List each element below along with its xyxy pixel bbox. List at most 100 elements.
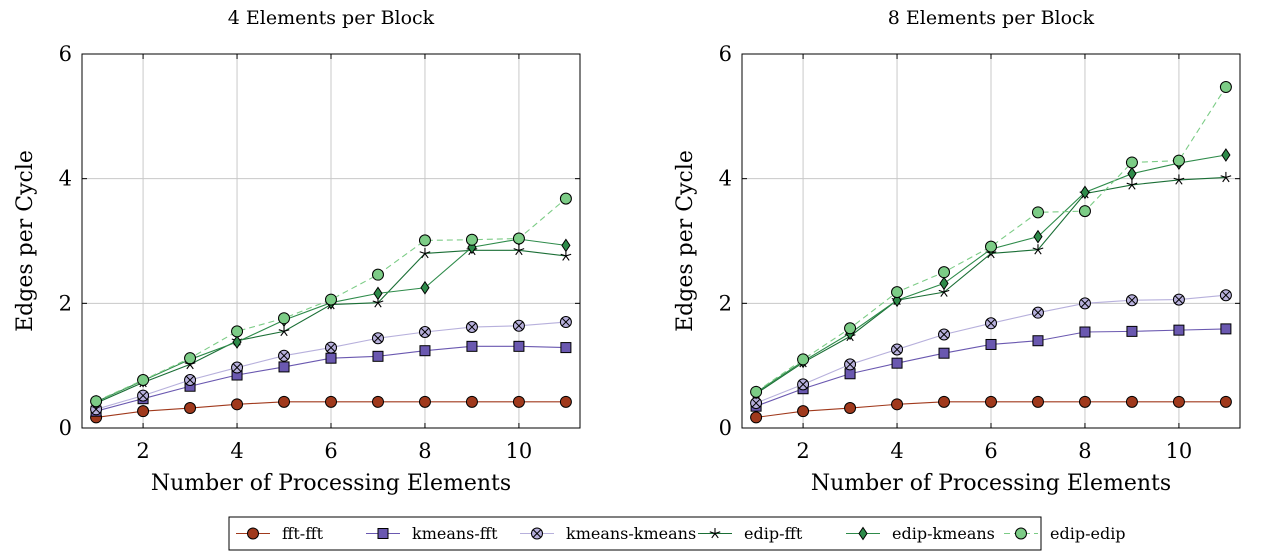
y-tick-label: 6 [719,42,732,66]
y-tick-label: 2 [719,291,732,315]
data-point-edip-edip [90,395,103,408]
data-point-kmeans-kmeans [418,326,431,339]
legend-marker-edip-edip [1015,527,1027,540]
data-point-edip-edip [137,374,150,387]
data-point-kmeans-kmeans [184,374,197,387]
data-point-fft-fft [1078,395,1091,408]
data-point-fft-fft [559,395,572,408]
legend-entry-fft-fft: fft-fft [236,524,324,543]
x-axis-label: Number of Processing Elements [811,471,1171,496]
legend-label-edip-edip: edip-edip [1050,524,1126,543]
data-point-fft-fft [418,395,431,408]
data-point-kmeans-kmeans [1031,306,1044,319]
y-axis-label: Edges per Cycle [673,150,698,332]
legend-marker-fft-fft [247,527,259,540]
data-point-kmeans-kmeans [137,389,150,402]
x-tick-label: 10 [1166,439,1193,463]
data-point-edip-edip [559,192,572,205]
data-point-kmeans-kmeans [371,332,384,345]
legend-marker-kmeans-kmeans [531,527,543,540]
x-tick-label: 8 [418,439,431,463]
legend-label-edip-fft: edip-fft [744,524,803,543]
data-point-edip-edip [465,233,478,246]
y-tick-label: 0 [719,416,732,440]
data-point-fft-fft [797,405,810,418]
x-tick-label: 2 [796,439,809,463]
data-point-edip-edip [844,322,857,335]
data-point-edip-edip [512,232,525,245]
data-point-edip-kmeans [1221,148,1231,162]
data-point-fft-fft [184,402,197,415]
data-point-fft-fft [891,398,904,411]
data-point-fft-fft [231,398,244,411]
data-point-edip-kmeans [373,286,383,301]
data-point-edip-edip [797,353,810,366]
series-line-edip-edip [95,198,567,402]
data-point-edip-kmeans [1127,166,1137,181]
data-point-kmeans-fft [1220,323,1232,335]
data-point-edip-edip [1031,206,1044,219]
chart-title: 8 Elements per Block [888,7,1095,29]
legend-entry-edip-kmeans: edip-kmeans [846,524,995,543]
data-point-kmeans-kmeans [985,317,997,330]
x-tick-label: 8 [1078,439,1091,463]
data-point-kmeans-kmeans [844,358,857,371]
legend-label-kmeans-fft: kmeans-fft [412,524,498,543]
x-axis-label: Number of Processing Elements [151,471,511,496]
data-point-edip-edip [891,286,904,299]
x-tick-label: 2 [136,439,149,463]
data-point-kmeans-fft [325,352,337,364]
data-point-kmeans-fft [891,357,903,369]
data-point-kmeans-fft [938,347,950,359]
y-axis-label: Edges per Cycle [13,150,38,332]
legend-label-kmeans-kmeans: kmeans-kmeans [566,524,696,543]
data-point-fft-fft [512,395,525,408]
data-point-edip-edip [1078,205,1091,218]
data-point-edip-edip [184,352,197,365]
data-point-kmeans-fft [1173,324,1185,336]
series-fft-fft [750,395,1232,424]
data-point-kmeans-fft [560,342,572,354]
data-point-kmeans-kmeans [1125,294,1138,307]
x-tick-label: 6 [324,439,337,463]
data-point-edip-fft [1173,174,1185,185]
series-line-edip-edip [755,86,1227,393]
data-point-edip-edip [371,268,384,281]
data-point-kmeans-fft [419,345,431,357]
data-point-kmeans-kmeans [1172,293,1185,306]
data-point-fft-fft [750,411,763,424]
data-point-kmeans-kmeans [938,328,951,341]
x-tick-label: 4 [890,439,903,463]
data-point-fft-fft [371,395,384,408]
chart-panel-2: 2 4 6 8 10 0 2 4 6 8 Elements per Block Number of … [673,7,1241,496]
data-point-kmeans-kmeans [559,316,572,329]
legend-label-fft-fft: fft-fft [282,524,324,543]
data-point-edip-edip [1125,156,1138,169]
y-tick-label: 4 [59,167,72,191]
data-point-edip-kmeans [939,276,949,291]
data-point-kmeans-fft [278,361,290,373]
y-tick-label: 0 [59,416,72,440]
data-point-edip-fft [1220,171,1232,183]
data-point-edip-edip [1219,81,1232,94]
legend-box [228,516,1042,551]
data-point-fft-fft [325,395,337,408]
data-point-kmeans-kmeans [797,378,810,391]
data-point-kmeans-fft [466,340,478,352]
legend-entry-kmeans-kmeans: kmeans-kmeans [520,524,696,543]
legend-marker-edip-kmeans [858,526,868,541]
data-point-edip-edip [278,312,291,325]
data-point-edip-kmeans [1080,185,1090,200]
data-point-kmeans-fft [1126,325,1138,337]
y-tick-label: 6 [59,42,72,66]
data-point-kmeans-kmeans [1219,289,1232,302]
data-point-kmeans-fft [372,350,384,362]
data-point-edip-edip [325,293,337,306]
data-point-edip-kmeans [561,238,571,253]
legend-marker-edip-fft [709,528,721,539]
data-point-edip-fft [1032,244,1044,255]
legend-marker-kmeans-fft [377,528,389,539]
legend-entry-kmeans-fft: kmeans-fft [366,524,498,543]
